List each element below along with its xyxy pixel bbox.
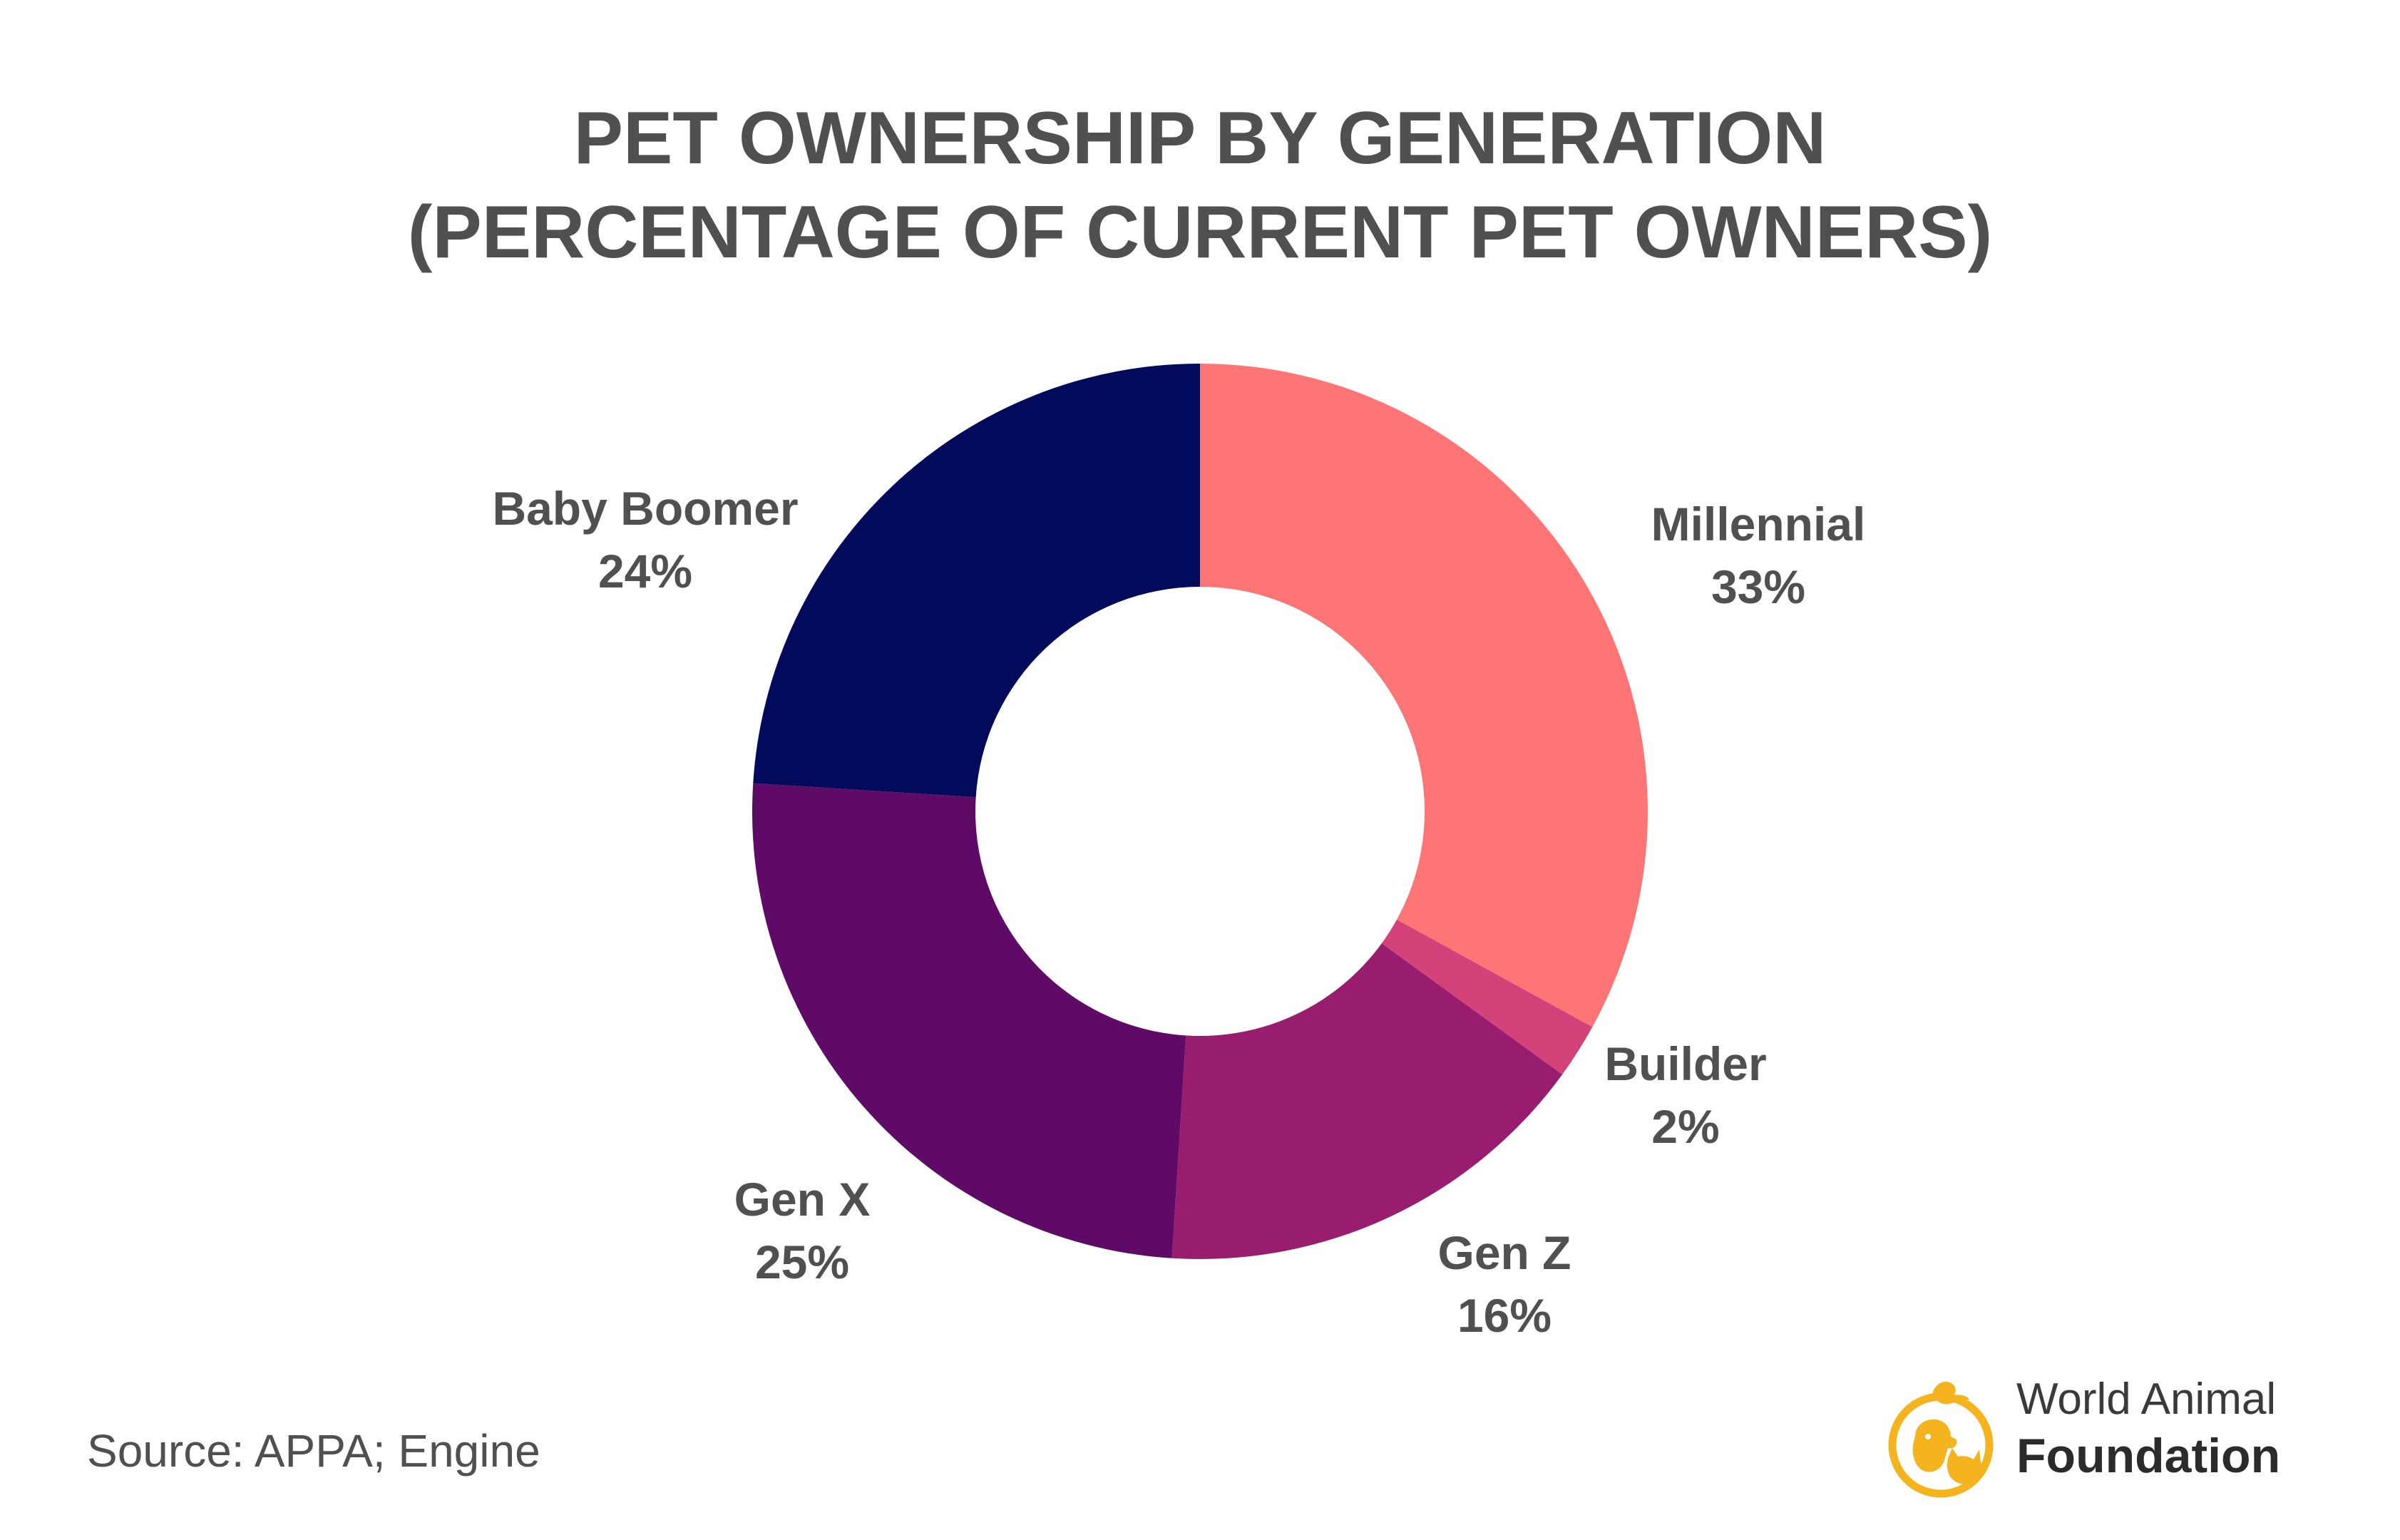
slice-name-label: Millennial: [1651, 498, 1866, 550]
chart-title-line-2: (PERCENTAGE OF CURRENT PET OWNERS): [407, 191, 1993, 274]
slice-value-label: 24%: [598, 545, 692, 597]
slice-value-label: 33%: [1711, 560, 1805, 613]
donut-slice-baby-boomer: [753, 364, 1200, 798]
donut-slice-gen-x: [752, 783, 1186, 1258]
source-note: Source: APPA; Engine: [87, 1425, 540, 1477]
chart-title: PET OWNERSHIP BY GENERATION (PERCENTAGE …: [0, 91, 2400, 279]
slice-name-label: Gen Z: [1437, 1226, 1571, 1279]
world-animal-foundation-logo: World Animal Foundation: [1882, 1358, 2324, 1501]
donut-slice-millennial: [1200, 364, 1648, 1027]
donut-slice-gen-z: [1171, 943, 1563, 1259]
slice-name-label: Gen X: [734, 1173, 871, 1226]
logo-text-world-animal: World Animal: [2016, 1375, 2277, 1424]
logo-text-foundation: Foundation: [2016, 1429, 2281, 1483]
slice-value-label: 25%: [755, 1236, 849, 1288]
slice-value-label: 2%: [1651, 1100, 1719, 1153]
donut-slice-builder: [1381, 919, 1593, 1075]
pet-silhouettes-circle-icon: [1888, 1381, 1994, 1498]
chart-title-line-1: PET OWNERSHIP BY GENERATION: [573, 97, 1827, 180]
slice-name-label: Builder: [1604, 1037, 1766, 1090]
donut-labels: Millennial 33% Builder 2% Gen Z 16% Gen X 25% Ba…: [492, 482, 1865, 1342]
donut-slices: [752, 364, 1648, 1259]
slice-value-label: 16%: [1457, 1289, 1552, 1342]
slice-name-label: Baby Boomer: [492, 482, 798, 535]
